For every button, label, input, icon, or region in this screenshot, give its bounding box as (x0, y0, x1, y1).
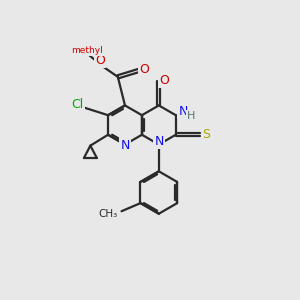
Text: S: S (202, 128, 210, 141)
Text: O: O (140, 63, 149, 76)
Text: N: N (120, 139, 130, 152)
Text: Cl: Cl (71, 98, 83, 110)
Text: N: N (155, 135, 164, 148)
Text: CH₃: CH₃ (99, 208, 118, 219)
Text: H: H (187, 111, 195, 121)
Text: N: N (178, 105, 188, 118)
Text: methyl: methyl (71, 46, 103, 55)
Text: O: O (95, 54, 105, 67)
Text: O: O (159, 74, 169, 87)
